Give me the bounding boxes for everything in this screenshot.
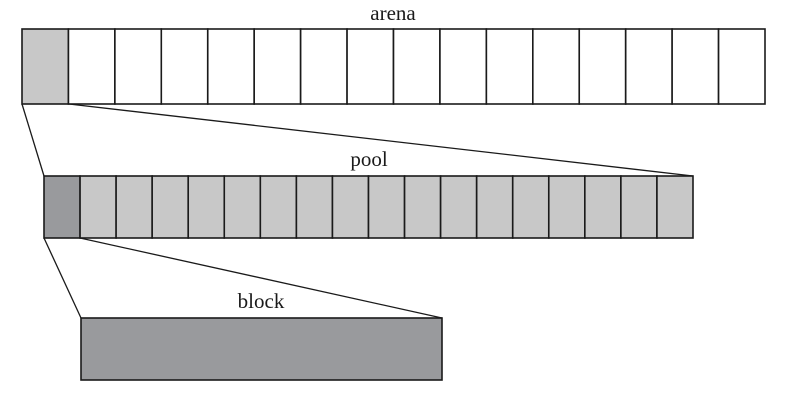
arena-cell (672, 29, 718, 104)
pool-cell (116, 176, 152, 238)
arena-cell (394, 29, 440, 104)
pool-cell (585, 176, 621, 238)
pool-cell (260, 176, 296, 238)
block-label: block (238, 289, 285, 313)
pool-cell (477, 176, 513, 238)
pool-cell (513, 176, 549, 238)
arena-cell-highlighted (22, 29, 68, 104)
arena-cell (626, 29, 672, 104)
pool-to-block-connector-left (44, 238, 81, 318)
pool-cell (224, 176, 260, 238)
block-rect (81, 318, 442, 380)
pool-cell-highlighted (44, 176, 80, 238)
arena-cell (719, 29, 765, 104)
arena-label: arena (370, 1, 416, 25)
pool-cell (296, 176, 332, 238)
pool-cell (332, 176, 368, 238)
pool-cell (549, 176, 585, 238)
pool-row (44, 176, 693, 238)
pool-cell (657, 176, 693, 238)
pool-cell (188, 176, 224, 238)
arena-cell (254, 29, 300, 104)
pool-cell (441, 176, 477, 238)
pool-cell (405, 176, 441, 238)
pool-label: pool (350, 147, 388, 171)
arena-cell (533, 29, 579, 104)
pool-cell (152, 176, 188, 238)
pool-cell (621, 176, 657, 238)
arena-cell (68, 29, 114, 104)
arena-cell (579, 29, 625, 104)
arena-cell (440, 29, 486, 104)
arena-cell (347, 29, 393, 104)
arena-cell (301, 29, 347, 104)
arena-cell (161, 29, 207, 104)
arena-to-pool-connector-left (22, 104, 44, 176)
arena-cell (486, 29, 532, 104)
arena-row (22, 29, 765, 104)
pool-cell (369, 176, 405, 238)
pool-cell (80, 176, 116, 238)
arena-cell (208, 29, 254, 104)
arena-cell (115, 29, 161, 104)
